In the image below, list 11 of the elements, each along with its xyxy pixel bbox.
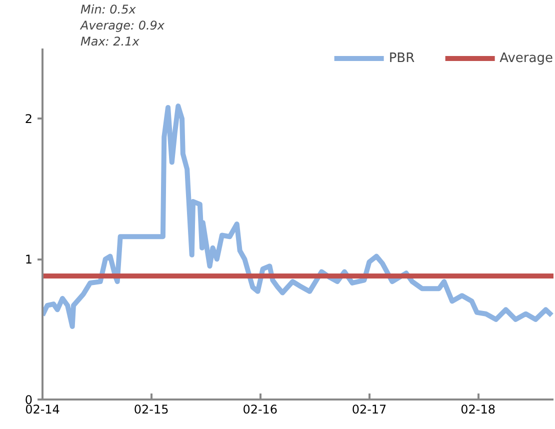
legend-label: PBR [388,50,415,66]
text: Average: 0.9x [80,18,166,32]
x-tick-label: 02-16 [242,402,278,416]
text: Min: 0.5x [80,2,137,16]
y-tick-label: 2 [24,112,33,126]
x-tick-label: 02-15 [134,402,169,416]
x-tick-label: 02-17 [352,402,387,416]
y-tick-label: 1 [24,252,33,267]
legend-label: Average [500,50,553,66]
annotation: Max: 2.1x [80,34,140,48]
x-tick-label: 02-18 [460,402,496,416]
